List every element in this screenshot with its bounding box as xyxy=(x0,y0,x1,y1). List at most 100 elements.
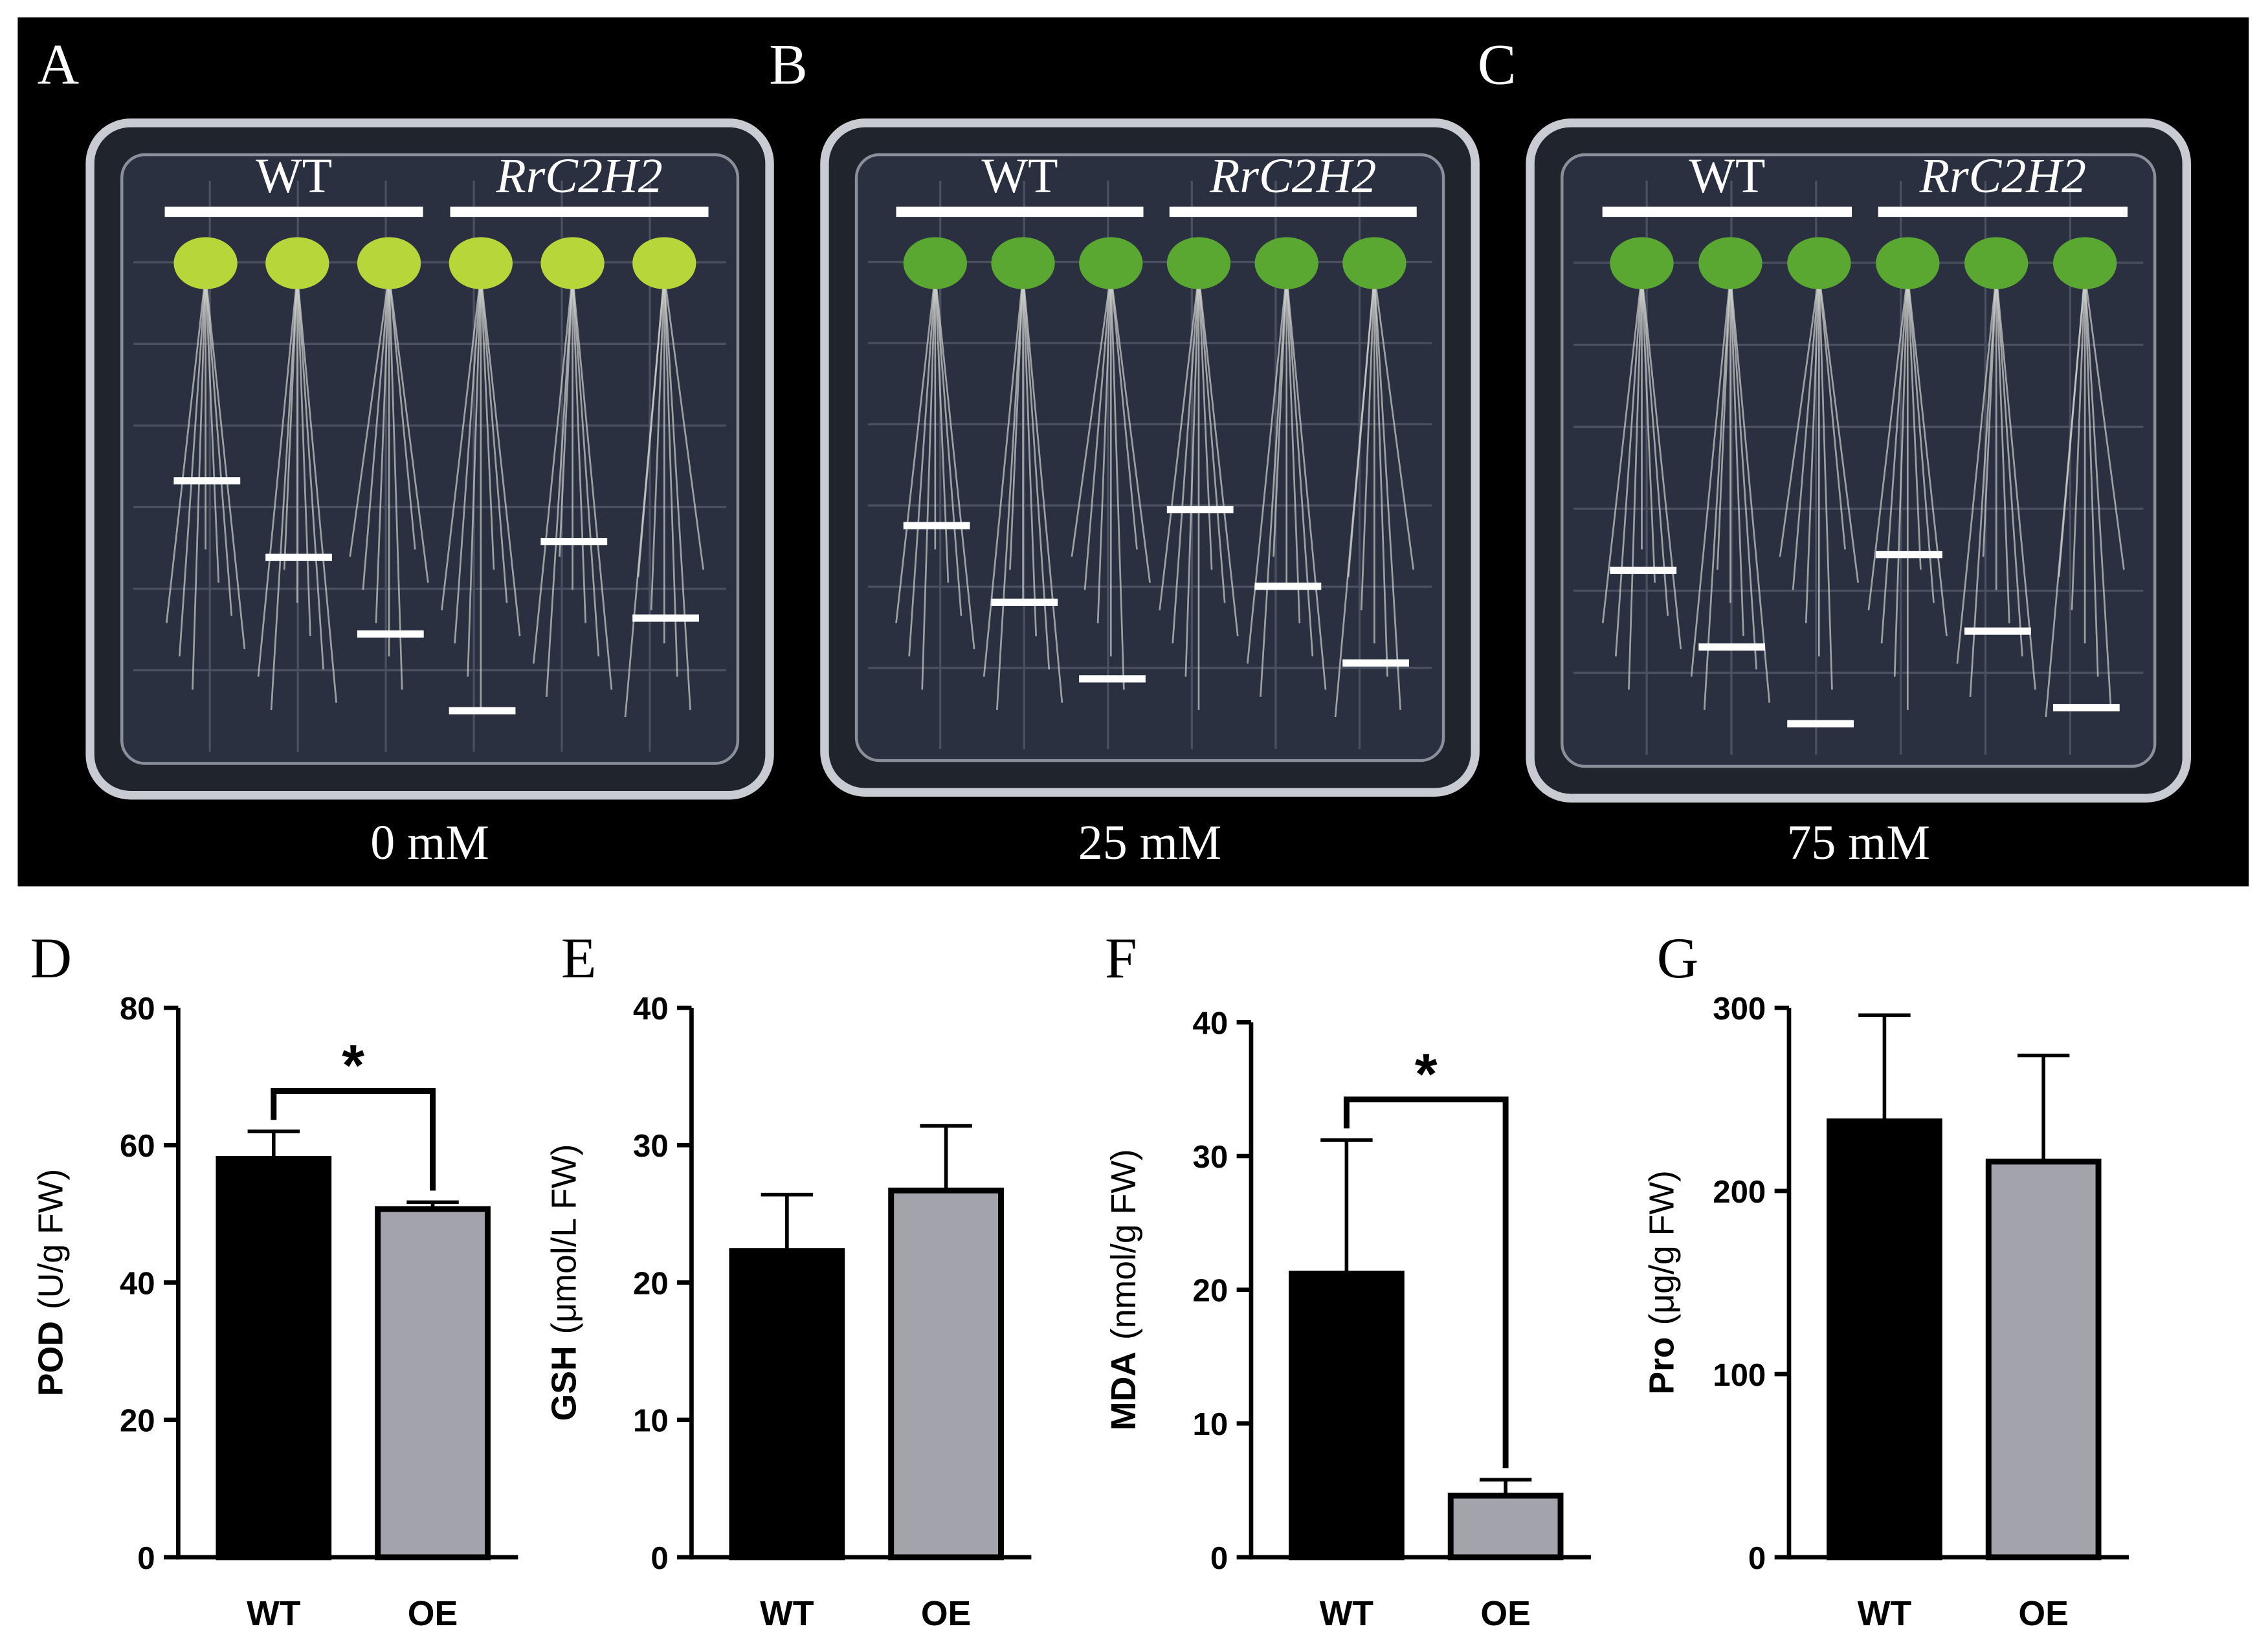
x-tick-label: WT xyxy=(1320,1594,1374,1633)
group-bar xyxy=(450,206,709,217)
root xyxy=(1197,274,1239,637)
root-marker xyxy=(2052,704,2120,712)
root xyxy=(1779,274,1820,557)
panel-letter: G xyxy=(1657,926,1699,990)
root-marker xyxy=(1254,583,1322,590)
panel-letter: B xyxy=(769,33,808,97)
root xyxy=(2058,274,2086,577)
root xyxy=(995,274,1024,710)
root xyxy=(165,274,206,623)
y-tick-label: 0 xyxy=(650,1541,668,1576)
root xyxy=(1995,274,2010,623)
root xyxy=(1703,274,1731,710)
y-axis-unit: (μg/g FW) xyxy=(1642,1170,1681,1325)
significance-label: * xyxy=(1415,1041,1438,1106)
root xyxy=(1880,274,1909,644)
root xyxy=(1096,274,1112,623)
root xyxy=(895,274,937,623)
root xyxy=(1729,274,1744,636)
x-tick-label: OE xyxy=(408,1594,458,1633)
root xyxy=(1982,274,1997,557)
root xyxy=(1022,274,1037,636)
significance-bracket xyxy=(271,1088,436,1191)
root xyxy=(1285,274,1327,690)
root xyxy=(1792,274,1820,590)
condition-label: 75 mM xyxy=(1786,816,1930,870)
bar xyxy=(1827,1118,1942,1561)
root xyxy=(1995,274,2023,657)
root xyxy=(467,274,482,677)
root-marker xyxy=(1610,566,1677,574)
root xyxy=(1159,274,1200,610)
root-marker xyxy=(632,614,699,622)
root xyxy=(650,274,665,610)
root xyxy=(1373,274,1401,710)
root xyxy=(1273,274,1288,557)
root xyxy=(441,274,482,610)
y-axis-label: POD (U/g FW) xyxy=(32,1169,71,1396)
root xyxy=(1893,274,1909,677)
root xyxy=(1197,274,1226,603)
condition-label: 25 mM xyxy=(1078,816,1222,870)
seedling xyxy=(2052,237,2117,289)
root xyxy=(375,274,390,623)
bar xyxy=(1289,1271,1405,1561)
root xyxy=(1347,274,1375,577)
root xyxy=(1867,274,1909,610)
root-marker xyxy=(357,630,424,638)
root xyxy=(1285,274,1314,657)
root xyxy=(1285,274,1301,623)
x-tick-label: OE xyxy=(2018,1594,2068,1633)
seedling xyxy=(1698,237,1762,289)
root xyxy=(480,274,508,603)
group-label: WT xyxy=(981,149,1058,203)
root-marker xyxy=(173,477,241,485)
root xyxy=(908,274,937,657)
root-marker xyxy=(1079,675,1146,683)
y-tick-label: 60 xyxy=(120,1129,155,1164)
group-bar xyxy=(1169,206,1417,217)
seedling xyxy=(632,237,696,289)
root xyxy=(2071,274,2086,610)
panel-letter: F xyxy=(1105,926,1137,990)
y-tick-label: 0 xyxy=(1748,1541,1766,1576)
root xyxy=(362,274,390,590)
root xyxy=(1071,274,1112,557)
root xyxy=(1172,274,1200,644)
root xyxy=(296,274,337,703)
root xyxy=(934,274,975,650)
plate-inner xyxy=(120,153,740,765)
root xyxy=(2084,274,2099,677)
root xyxy=(1729,274,1757,670)
root xyxy=(1906,274,1935,603)
root xyxy=(572,274,587,623)
root xyxy=(1022,274,1063,703)
significance-label: * xyxy=(342,1033,364,1098)
y-axis-unit: (μmol/L FW) xyxy=(545,1144,584,1335)
root xyxy=(2084,274,2125,570)
root xyxy=(1260,274,1288,697)
y-tick-label: 200 xyxy=(1713,1175,1766,1210)
root xyxy=(1818,274,1833,690)
bar xyxy=(1985,1159,2102,1561)
root-marker xyxy=(540,538,608,546)
root xyxy=(388,274,403,690)
seedling xyxy=(1254,237,1318,289)
x-tick-label: OE xyxy=(921,1594,971,1633)
bar xyxy=(1447,1493,1564,1561)
y-tick-label: 20 xyxy=(1193,1274,1228,1309)
bar xyxy=(888,1187,1004,1561)
seedling xyxy=(540,237,605,289)
y-axis-unit: (nmol/g FW) xyxy=(1104,1149,1143,1340)
y-tick-label: 80 xyxy=(120,992,155,1027)
root xyxy=(1184,274,1200,677)
root xyxy=(1109,274,1125,690)
root xyxy=(663,274,704,570)
root xyxy=(934,274,962,616)
root xyxy=(1109,274,1138,550)
significance-bracket xyxy=(1343,1096,1509,1469)
root xyxy=(1084,274,1112,590)
root xyxy=(296,274,324,670)
